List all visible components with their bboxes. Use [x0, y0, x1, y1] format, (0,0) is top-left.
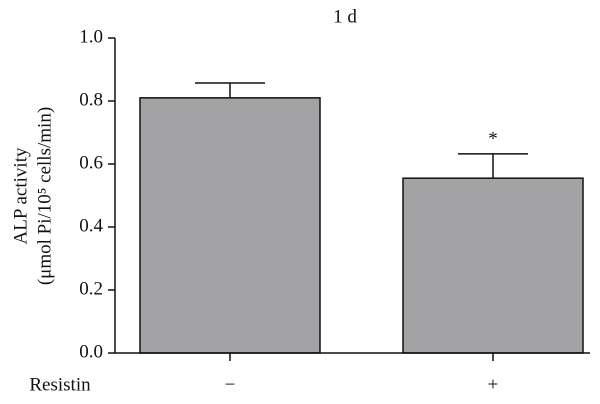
chart-title: 1 d	[333, 6, 357, 27]
y-tick-label: 0.2	[79, 278, 103, 299]
y-axis-label: (μmol Pi/10⁵ cells/min)	[34, 107, 55, 285]
annotation: *	[488, 128, 498, 149]
y-tick-label: 0.4	[79, 215, 103, 236]
y-tick-label: 0.6	[79, 152, 103, 173]
x-tick-label: −	[225, 374, 236, 395]
y-tick-label: 0.8	[79, 89, 103, 110]
x-axis-label: Resistin	[29, 374, 91, 395]
y-axis-label: ALP activity	[10, 147, 31, 244]
x-tick-label: +	[488, 374, 499, 395]
y-tick-label: 0.0	[79, 341, 103, 362]
y-tick-label: 1.0	[79, 26, 103, 47]
bar	[139, 97, 321, 354]
bar	[402, 177, 584, 354]
